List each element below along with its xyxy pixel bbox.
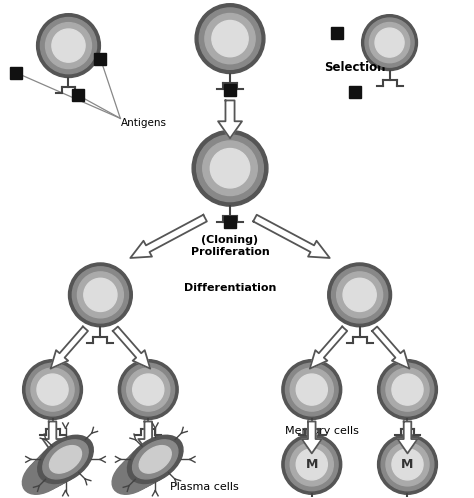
Circle shape — [31, 368, 74, 411]
Circle shape — [386, 443, 429, 486]
Circle shape — [133, 374, 164, 405]
Circle shape — [199, 8, 261, 69]
Text: Plasma cells: Plasma cells — [170, 482, 239, 493]
Ellipse shape — [112, 454, 158, 495]
Circle shape — [192, 130, 268, 206]
Ellipse shape — [38, 435, 93, 484]
Circle shape — [212, 20, 248, 57]
Bar — [224, 216, 236, 228]
Polygon shape — [138, 421, 158, 453]
Polygon shape — [113, 327, 150, 369]
Circle shape — [296, 449, 328, 480]
Ellipse shape — [128, 435, 183, 484]
Text: Differentiation: Differentiation — [184, 283, 276, 293]
Circle shape — [285, 438, 338, 491]
Circle shape — [282, 434, 342, 495]
Ellipse shape — [32, 443, 83, 488]
Circle shape — [381, 438, 434, 491]
Polygon shape — [253, 215, 330, 258]
Ellipse shape — [124, 439, 178, 486]
Circle shape — [26, 363, 79, 416]
Circle shape — [331, 267, 388, 323]
Circle shape — [378, 360, 438, 419]
Circle shape — [118, 360, 178, 419]
Circle shape — [290, 443, 333, 486]
Circle shape — [77, 272, 123, 318]
Ellipse shape — [26, 451, 73, 492]
Circle shape — [362, 14, 418, 71]
Circle shape — [203, 141, 257, 196]
Circle shape — [37, 374, 68, 405]
Ellipse shape — [133, 440, 178, 479]
Circle shape — [205, 13, 255, 64]
Circle shape — [23, 360, 82, 419]
Polygon shape — [218, 101, 242, 138]
Circle shape — [36, 13, 100, 78]
Text: M: M — [401, 458, 414, 471]
Ellipse shape — [118, 447, 168, 490]
Text: M: M — [306, 458, 318, 471]
Circle shape — [392, 449, 423, 480]
Polygon shape — [398, 421, 418, 453]
Ellipse shape — [35, 439, 88, 486]
Bar — [73, 90, 84, 102]
Circle shape — [73, 267, 128, 323]
Circle shape — [386, 368, 429, 411]
Circle shape — [122, 363, 174, 416]
Polygon shape — [310, 327, 347, 369]
Circle shape — [392, 374, 423, 405]
Circle shape — [290, 368, 333, 411]
Circle shape — [381, 363, 434, 416]
Circle shape — [40, 17, 97, 74]
Circle shape — [343, 278, 376, 311]
Text: Selection: Selection — [324, 61, 385, 74]
Text: (Cloning)
Proliferation: (Cloning) Proliferation — [191, 235, 269, 256]
Bar — [349, 87, 361, 99]
Text: Antigens: Antigens — [121, 119, 167, 128]
Polygon shape — [302, 421, 322, 453]
Ellipse shape — [115, 451, 164, 492]
Circle shape — [195, 3, 265, 74]
Circle shape — [52, 29, 85, 62]
Ellipse shape — [49, 446, 82, 473]
Text: Memory cells: Memory cells — [285, 426, 359, 436]
Polygon shape — [130, 215, 207, 258]
Circle shape — [337, 272, 383, 318]
Circle shape — [365, 18, 414, 67]
Circle shape — [46, 22, 91, 69]
Circle shape — [375, 28, 404, 57]
Circle shape — [210, 148, 250, 188]
Circle shape — [285, 363, 338, 416]
Circle shape — [369, 22, 410, 63]
Circle shape — [296, 374, 328, 405]
Circle shape — [378, 434, 438, 495]
Circle shape — [84, 278, 117, 311]
Circle shape — [282, 360, 342, 419]
Ellipse shape — [43, 440, 88, 479]
Circle shape — [197, 135, 264, 202]
Polygon shape — [51, 327, 88, 369]
Bar — [224, 85, 236, 97]
Bar — [331, 27, 343, 39]
Polygon shape — [43, 421, 63, 453]
Circle shape — [328, 263, 392, 327]
Ellipse shape — [22, 454, 69, 495]
Circle shape — [127, 368, 170, 411]
Ellipse shape — [28, 447, 79, 490]
Bar — [94, 53, 106, 65]
Ellipse shape — [121, 443, 173, 488]
Ellipse shape — [139, 446, 171, 473]
Bar — [9, 67, 22, 79]
Circle shape — [69, 263, 132, 327]
Polygon shape — [372, 327, 410, 369]
